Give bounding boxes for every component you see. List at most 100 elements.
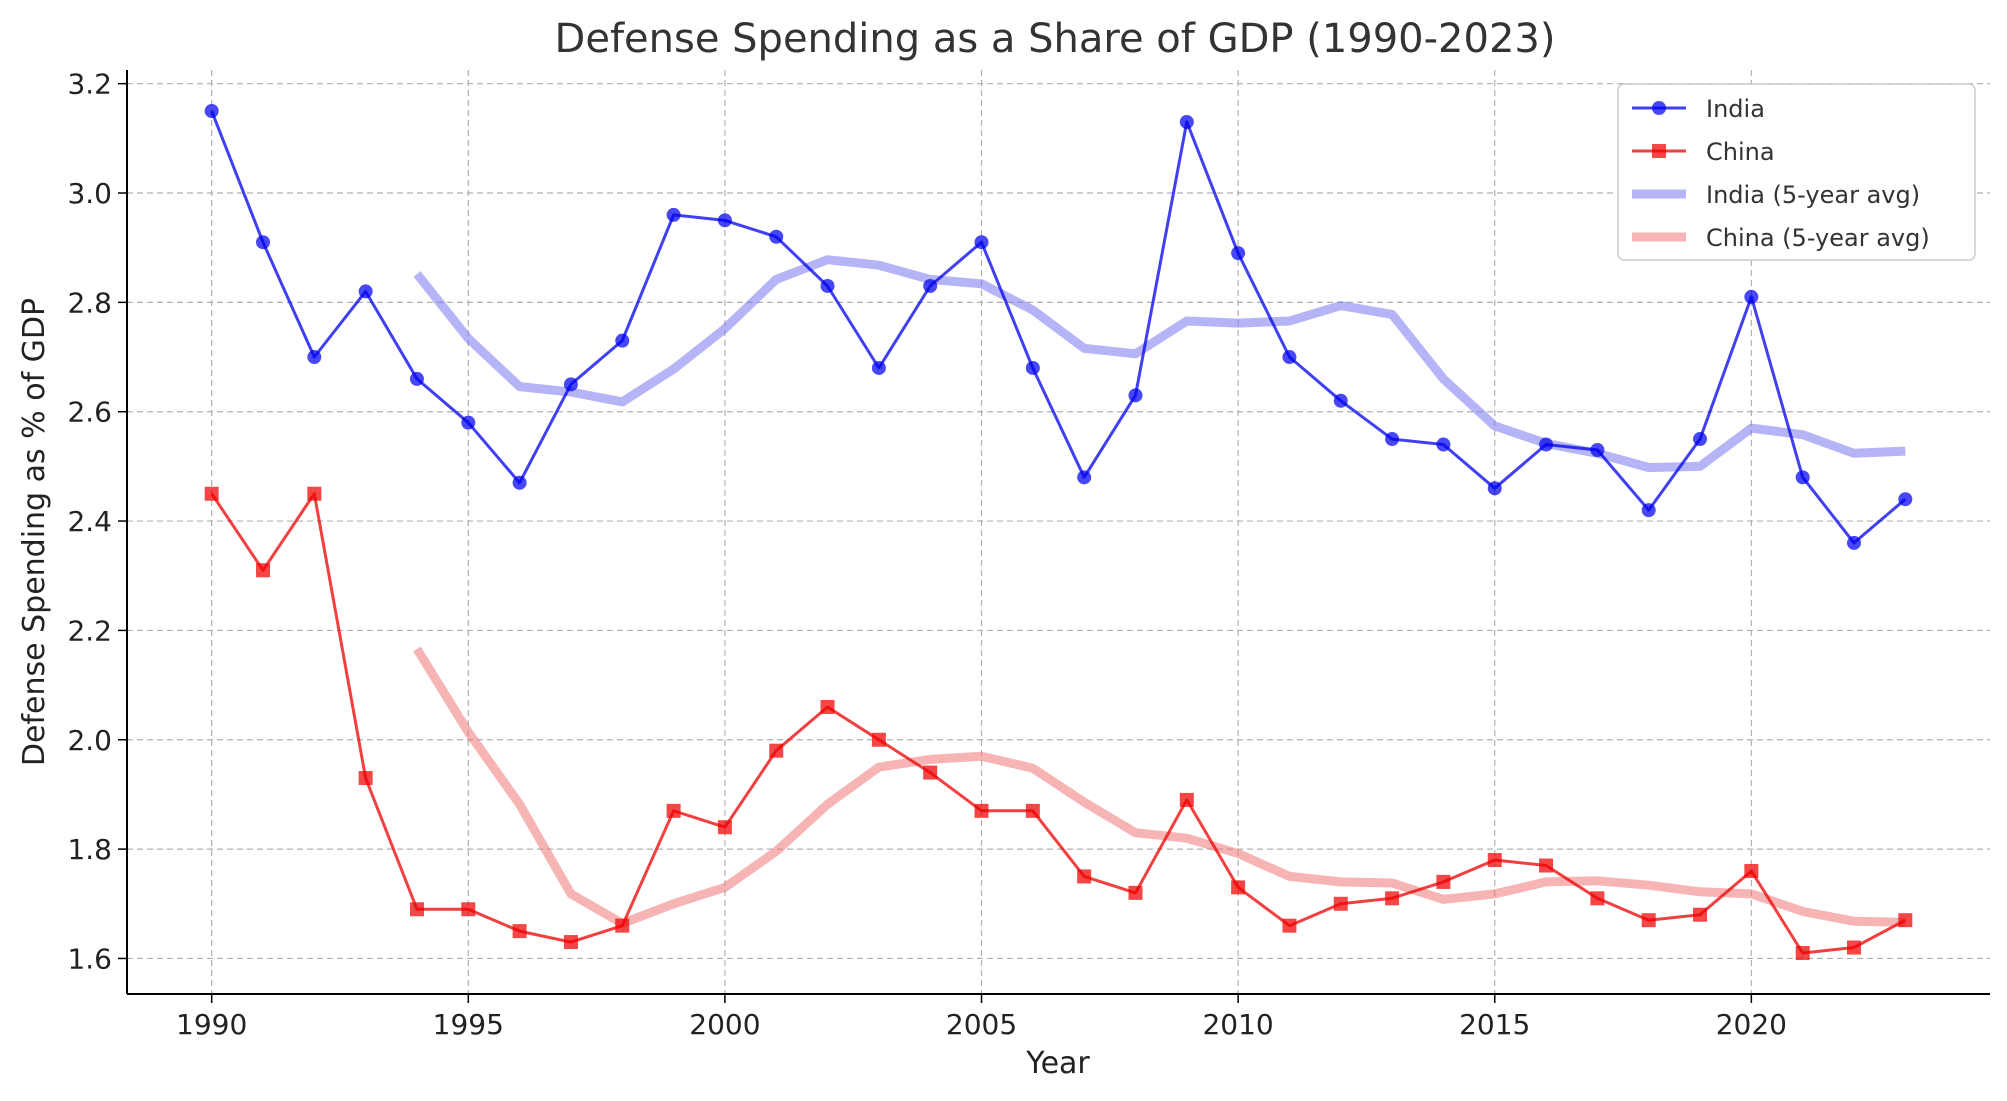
- india-point: [1282, 350, 1297, 365]
- y-tick-label: 2.8: [67, 286, 112, 319]
- x-tick-label: 2010: [1202, 1008, 1273, 1041]
- china-point: [1436, 874, 1451, 889]
- china-point: [871, 732, 886, 747]
- y-tick-label: 3.2: [67, 68, 112, 101]
- india-point: [974, 235, 989, 250]
- india-point: [1385, 432, 1400, 447]
- china-point: [307, 486, 322, 501]
- ticks: 1990 1995 2000 2005 2010 2015 2020 1.6 1.8 2.0 2.2…: [67, 68, 1787, 1041]
- china-point: [1641, 913, 1656, 928]
- china-point: [1179, 792, 1194, 807]
- india-point: [615, 333, 630, 348]
- china-point: [923, 765, 938, 780]
- india-point: [461, 415, 476, 430]
- legend-marker-china: [1652, 144, 1666, 158]
- india-point: [1846, 535, 1861, 550]
- china-point: [974, 803, 989, 818]
- china-point: [409, 902, 424, 917]
- china-5-year-avg-line: [413, 646, 1906, 928]
- x-tick-label: 1995: [433, 1008, 504, 1041]
- india-point: [871, 360, 886, 375]
- india-point: [1179, 114, 1194, 129]
- india-point: [512, 475, 527, 490]
- india-point: [1333, 393, 1348, 408]
- china-point: [1693, 907, 1708, 922]
- india-point: [358, 284, 373, 299]
- x-tick-label: 2000: [689, 1008, 760, 1041]
- y-tick-label: 1.6: [67, 942, 112, 975]
- china-point: [1846, 940, 1861, 955]
- china-point: [1795, 945, 1810, 960]
- china-point: [1898, 913, 1913, 928]
- india-point: [923, 278, 938, 293]
- china-line: [210, 492, 1907, 955]
- china-point: [204, 486, 219, 501]
- india-point: [1744, 289, 1759, 304]
- china-point: [461, 902, 476, 917]
- x-tick-label: 2005: [946, 1008, 1017, 1041]
- axes: [126, 70, 1990, 995]
- china-point: [563, 935, 578, 950]
- y-tick-label: 2.6: [67, 396, 112, 429]
- china-point: [1539, 858, 1554, 873]
- china-point: [1487, 853, 1502, 868]
- india-point: [769, 229, 784, 244]
- china-point: [1231, 880, 1246, 895]
- india-point: [666, 207, 681, 222]
- china-point: [1128, 885, 1143, 900]
- series-layer: [204, 104, 1913, 960]
- china-point: [358, 771, 373, 786]
- india-point: [717, 213, 732, 228]
- china-point: [615, 918, 630, 933]
- chart-title: Defense Spending as a Share of GDP (1990…: [555, 16, 1556, 62]
- china-point: [1744, 863, 1759, 878]
- india-point: [307, 350, 322, 365]
- china-point: [256, 563, 271, 578]
- china-point: [1025, 803, 1040, 818]
- y-axis-label: Defense Spending as % of GDP: [17, 298, 52, 766]
- china-point: [769, 743, 784, 758]
- legend-label-india: India: [1706, 95, 1765, 123]
- legend-label-india-5-year-avg: India (5-year avg): [1706, 181, 1920, 209]
- y-tick-label: 2.4: [67, 505, 112, 538]
- india-point: [1487, 481, 1502, 496]
- india-point: [1231, 246, 1246, 261]
- india-point: [1436, 437, 1451, 452]
- india-point: [1077, 470, 1092, 485]
- india-point: [1641, 503, 1656, 518]
- legend-label-china: China: [1706, 138, 1775, 166]
- china-point: [820, 699, 835, 714]
- china-point: [717, 820, 732, 835]
- india-line: [210, 110, 1907, 545]
- china-point: [1590, 891, 1605, 906]
- x-tick-label: 2015: [1459, 1008, 1530, 1041]
- y-tick-label: 1.8: [67, 833, 112, 866]
- india-point: [1590, 442, 1605, 457]
- india-point: [820, 278, 835, 293]
- india-point: [1025, 360, 1040, 375]
- india-point: [1128, 388, 1143, 403]
- india-point: [563, 377, 578, 392]
- india-5-year-avg-line: [413, 255, 1906, 472]
- legend-label-china-5-year-avg: China (5-year avg): [1706, 224, 1930, 252]
- india-point: [1898, 492, 1913, 507]
- china-point: [1282, 918, 1297, 933]
- china-point: [1333, 896, 1348, 911]
- legend-box: [1617, 83, 1976, 261]
- x-axis-label: Year: [1025, 1046, 1090, 1081]
- x-tick-label: 1990: [176, 1008, 247, 1041]
- y-tick-label: 3.0: [67, 177, 112, 210]
- china-point: [1385, 891, 1400, 906]
- y-tick-label: 2.2: [67, 614, 112, 647]
- china-point: [666, 803, 681, 818]
- legend: India China India (5-year avg) China (5-yea…: [1617, 83, 1976, 261]
- india-point: [1693, 432, 1708, 447]
- india-point: [204, 104, 219, 119]
- legend-marker-india: [1652, 101, 1666, 115]
- y-tick-label: 2.0: [67, 724, 112, 757]
- india-point: [409, 371, 424, 386]
- india-point: [256, 235, 271, 250]
- india-point: [1539, 437, 1554, 452]
- china-point: [512, 924, 527, 939]
- india-point: [1795, 470, 1810, 485]
